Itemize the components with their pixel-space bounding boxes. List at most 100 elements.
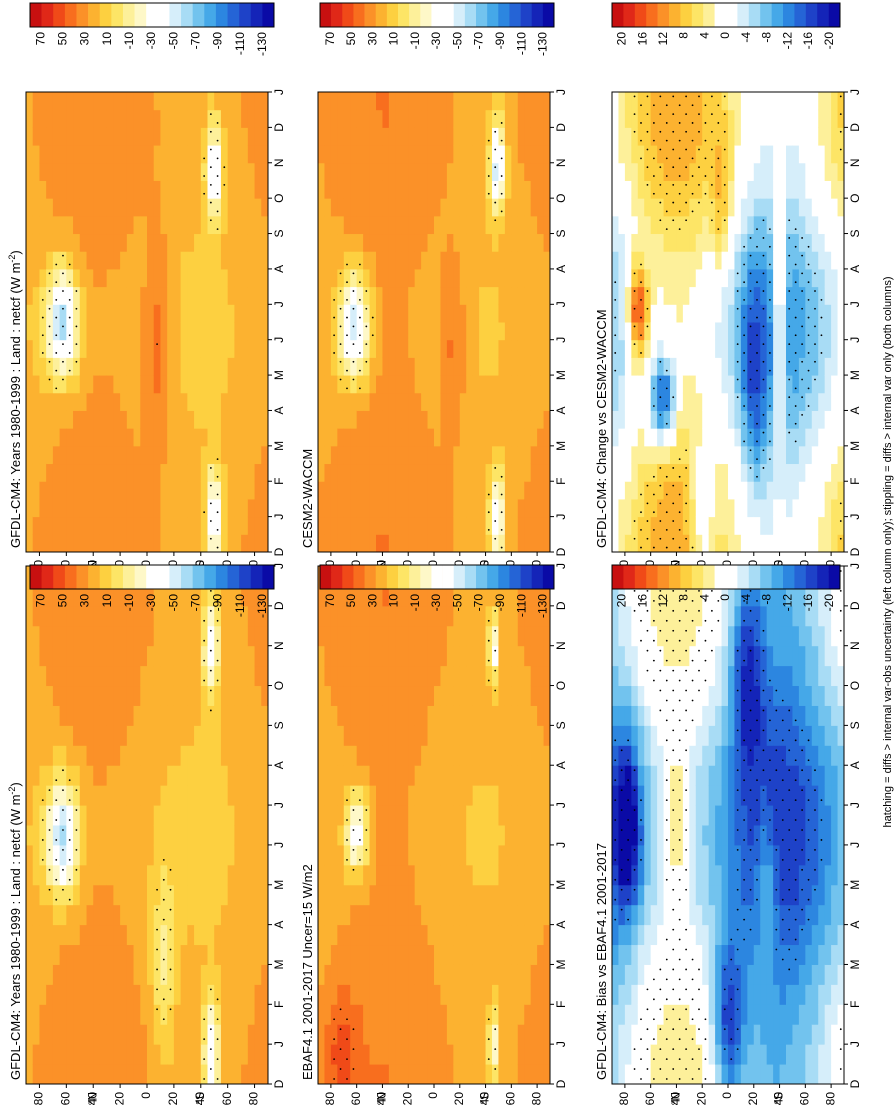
heat-cell [153,1064,161,1085]
heat-cell [227,884,235,906]
heat-cell [227,705,235,726]
heat-cell [247,1044,256,1065]
heat-cell [126,864,135,886]
heat-cell [395,685,403,706]
heat-cell [708,725,716,746]
heat-cell [504,984,512,1005]
heat-cell [120,534,128,553]
heat-cell [46,534,54,553]
heat-cell [66,805,74,826]
heat-cell [343,765,351,786]
heat-cell [537,534,545,553]
stipple-dot [162,858,165,861]
heat-cell [517,1044,525,1065]
heat-cell [86,1064,94,1085]
heat-cell [382,445,390,465]
heat-cell [99,984,108,1005]
heat-cell [434,251,441,270]
heat-cell [106,884,114,906]
stipple-dot [346,858,348,861]
month-tick-label: M [272,370,286,380]
heat-cell [388,1024,396,1045]
heat-cell [52,745,61,766]
stipple-dot [494,669,497,672]
heat-cell [254,251,262,270]
heat-cell [330,428,338,447]
heat-cell [663,984,671,1005]
heat-cell [740,605,748,627]
heat-cell [414,392,422,411]
heat-cell [618,825,626,846]
heat-cell [93,428,101,447]
heat-cell [247,339,256,358]
heat-cell [395,410,403,429]
heat-cell [86,785,94,806]
heat-cell [39,481,47,500]
heat-cell [792,944,800,965]
heat-cell [708,904,716,926]
heat-cell [99,605,108,627]
heat-cell [773,844,781,866]
heat-cell [241,1044,249,1065]
heat-cell [113,725,121,746]
heat-cell [401,1044,409,1065]
heat-cell [728,1024,735,1045]
heat-cell [517,109,525,128]
heat-cell [26,924,34,946]
heat-cell [187,516,195,535]
heat-cell [440,428,448,447]
heat-cell [120,884,128,906]
heat-cell [440,92,448,111]
heat-cell [73,725,81,746]
heat-cell [498,964,506,985]
heat-cell [760,605,768,627]
heat-cell [140,162,148,181]
heat-cell [466,92,474,111]
heat-cell [59,864,67,886]
heat-cell [46,92,54,111]
stipple-dot [333,1078,336,1080]
heat-cell [530,864,538,886]
heat-cell [173,268,182,288]
heat-cell [52,825,61,846]
heat-cell [485,286,493,305]
heat-cell [106,251,114,270]
heat-cell [618,665,626,687]
heat-cell [207,322,215,341]
heat-cell [214,904,222,926]
heat-cell [194,585,202,607]
heat-cell [330,268,338,288]
heat-cell [350,924,358,946]
heat-cell [498,984,506,1005]
heat-cell [715,745,723,766]
stipple-dot [68,316,71,319]
heat-cell [220,286,229,305]
heat-cell [644,805,652,826]
heat-cell [676,705,684,726]
heat-cell [106,145,114,164]
heat-cell [485,198,493,217]
stipple-dot [203,1018,206,1021]
heat-cell [32,92,40,111]
heat-cell [187,924,195,946]
heat-cell [618,605,626,627]
heat-cell [79,445,87,465]
stipple-dot [62,272,64,275]
heat-cell [408,864,416,886]
heat-cell [32,884,40,906]
stipple-dot [216,639,219,642]
heat-cell [26,1064,34,1085]
heat-cell [254,1004,262,1025]
heat-cell [472,498,480,518]
heat-cell [120,825,128,846]
heat-cell [504,904,512,926]
heat-cell [537,516,545,535]
heat-cell [113,162,121,181]
heat-cell [59,705,67,726]
heat-cell [350,180,358,199]
heat-cell [702,665,710,687]
heat-cell [492,1064,499,1085]
heat-cell [180,725,188,746]
heat-cell [106,1024,114,1045]
heat-cell [363,685,371,706]
